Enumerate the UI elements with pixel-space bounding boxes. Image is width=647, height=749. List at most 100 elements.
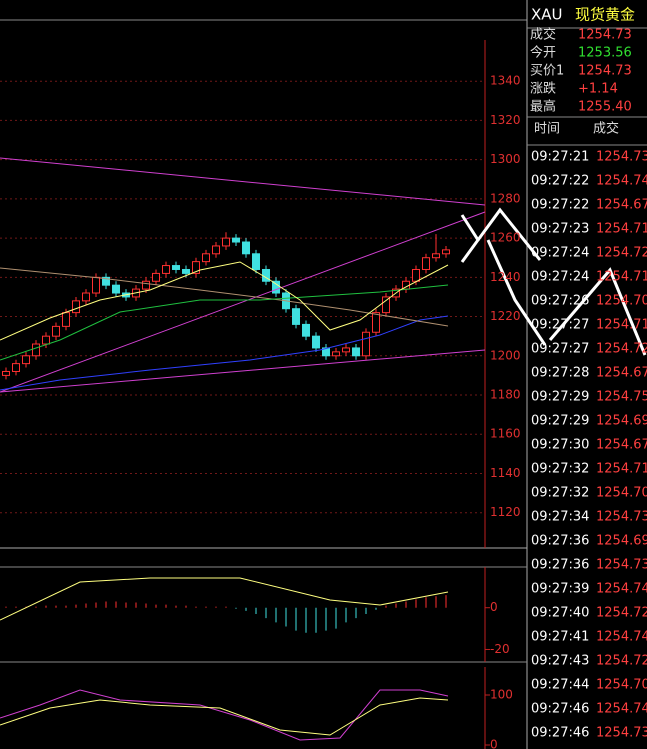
quote-value: 1253.56 — [578, 46, 632, 61]
trade-time: 09:27:36 — [531, 558, 589, 573]
trade-time: 09:27:32 — [531, 486, 589, 501]
trade-time: 09:27:36 — [531, 534, 589, 549]
y-tick-label: 1300 — [490, 152, 521, 166]
ma-line — [0, 267, 449, 327]
trendline — [0, 157, 486, 206]
trade-price: 1254.73 — [596, 726, 647, 741]
quote-value: +1.14 — [578, 82, 618, 97]
trade-price: 1254.73 — [596, 150, 647, 165]
quote-label: 今开 — [530, 45, 556, 61]
candle-body — [112, 284, 120, 294]
y-tick-label: 0 — [490, 600, 498, 614]
candle-body — [232, 237, 240, 243]
instrument-name: 现货黄金 — [575, 6, 635, 24]
quote-value: 1254.73 — [578, 64, 632, 79]
y-tick-label: 1280 — [490, 191, 521, 205]
candle-body — [222, 237, 230, 247]
trade-price: 1254.74 — [596, 174, 647, 189]
candle-body — [182, 268, 190, 274]
kd-line — [0, 689, 449, 741]
y-tick-label: 1160 — [490, 427, 521, 441]
candle-body — [382, 296, 390, 314]
candle-body — [442, 249, 450, 255]
arrow — [476, 207, 542, 261]
y-tick-label: 1320 — [490, 113, 521, 127]
trendline — [0, 349, 486, 393]
trade-time: 09:27:22 — [531, 198, 589, 213]
trade-time: 09:27:46 — [531, 726, 589, 741]
candle-body — [192, 261, 200, 274]
trade-price: 1254.67 — [596, 438, 647, 453]
trendline — [0, 211, 486, 393]
column-header: 时间 — [534, 122, 560, 137]
y-tick-label: 1220 — [490, 309, 521, 323]
candle-body — [152, 272, 160, 282]
candle-body — [12, 363, 20, 372]
arrow — [548, 267, 647, 356]
trade-time: 09:27:34 — [531, 510, 589, 525]
candle-body — [352, 347, 360, 357]
y-tick-label: 1240 — [490, 270, 521, 284]
candle-body — [242, 241, 250, 255]
candle-body — [412, 268, 420, 282]
kd-line — [0, 697, 449, 736]
annotation-arrows — [460, 207, 647, 356]
ma-line — [0, 261, 449, 341]
trade-price: 1254.70 — [596, 678, 647, 693]
macd-line — [0, 577, 449, 621]
y-tick-label: 1140 — [490, 466, 521, 480]
y-tick-label: 0 — [490, 738, 498, 749]
trade-price: 1254.71 — [596, 462, 647, 477]
trade-time: 09:27:28 — [531, 366, 589, 381]
candle-body — [332, 351, 340, 357]
candle-body — [362, 331, 370, 357]
candle-body — [172, 265, 180, 270]
candle-body — [42, 335, 50, 345]
trade-price: 1254.74 — [596, 630, 647, 645]
candle-body — [342, 347, 350, 353]
trade-price: 1254.72 — [596, 246, 647, 261]
trade-price: 1254.71 — [596, 222, 647, 237]
trade-price: 1254.74 — [596, 702, 647, 717]
trade-price: 1254.72 — [596, 606, 647, 621]
trade-time: 09:27:30 — [531, 438, 589, 453]
quote-label: 涨跌 — [530, 81, 556, 97]
trade-time: 09:27:21 — [531, 150, 589, 165]
candle-body — [92, 276, 100, 294]
candle-body — [252, 253, 260, 270]
trade-time: 09:27:43 — [531, 654, 589, 669]
trade-price: 1254.70 — [596, 486, 647, 501]
trade-price: 1254.75 — [596, 390, 647, 405]
candle-body — [322, 347, 330, 357]
candle-body — [422, 257, 430, 270]
symbol: XAU — [531, 6, 563, 24]
trade-time: 09:27:40 — [531, 606, 589, 621]
candle-body — [312, 335, 320, 349]
y-tick-label: 1340 — [490, 74, 521, 88]
trade-price: 1254.67 — [596, 198, 647, 213]
trade-price: 1254.67 — [596, 366, 647, 381]
candle-body — [82, 292, 90, 302]
trade-price: 1254.71 — [596, 318, 647, 333]
candle-body — [292, 308, 300, 325]
trade-time: 09:27:27 — [531, 342, 589, 357]
trade-time: 09:27:22 — [531, 174, 589, 189]
trade-time: 09:27:41 — [531, 630, 589, 645]
y-tick-label: 1180 — [490, 388, 521, 402]
quote-label: 买价1 — [530, 64, 564, 79]
trade-time: 09:27:27 — [531, 318, 589, 333]
trade-price: 1254.72 — [596, 654, 647, 669]
y-tick-label: 1200 — [490, 348, 521, 362]
trade-time: 09:27:23 — [531, 222, 589, 237]
trade-price: 1254.69 — [596, 414, 647, 429]
trade-time: 09:27:26 — [531, 294, 589, 309]
quote-value: 1255.40 — [578, 100, 632, 115]
trade-price: 1254.72 — [596, 342, 647, 357]
candle-body — [72, 300, 80, 314]
y-tick-label: 1260 — [490, 231, 521, 245]
trade-time: 09:27:29 — [531, 414, 589, 429]
quote-value: 1254.73 — [578, 28, 632, 43]
trade-time: 09:27:39 — [531, 582, 589, 597]
trade-time: 09:27:32 — [531, 462, 589, 477]
